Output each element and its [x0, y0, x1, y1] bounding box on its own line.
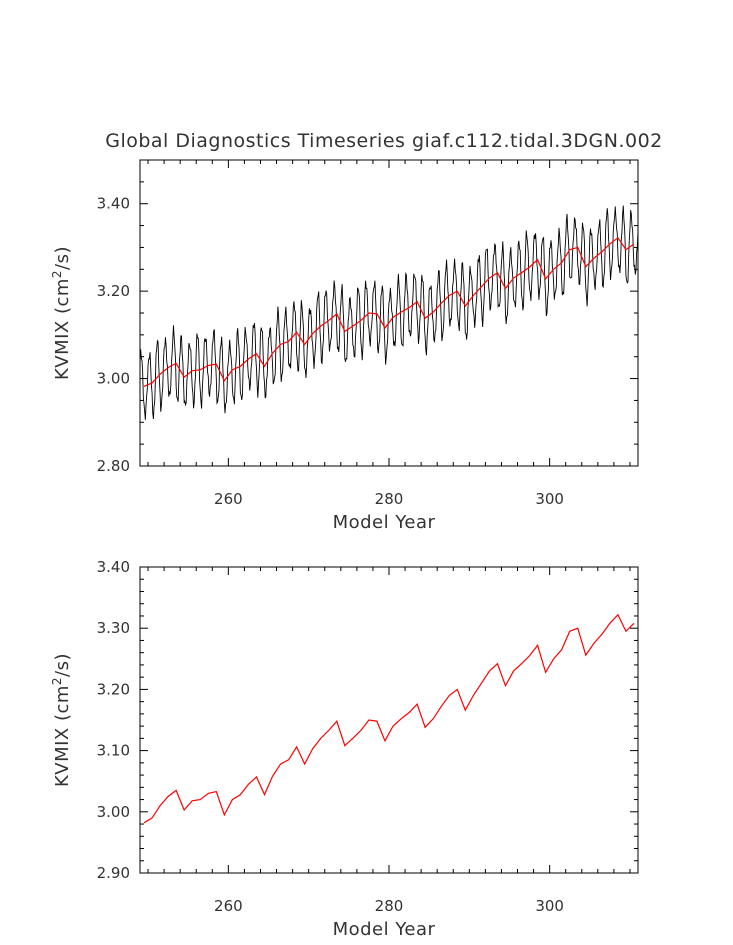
y-tick-label: 3.20 [97, 282, 130, 300]
y-tick-label: 3.20 [97, 680, 130, 698]
bottom-panel: 2.90 3.00 3.10 3.20 3.30 3.40 260 280 300 Model… [50, 558, 639, 940]
y-tick-label: 3.00 [97, 803, 130, 821]
page-title: Global Diagnostics Timeseries giaf.c112.… [105, 130, 663, 152]
top-x-axis-label: Model Year [333, 512, 436, 533]
x-tick-label: 300 [535, 490, 564, 508]
y-tick-label: 2.80 [97, 457, 130, 475]
series-annual-mean-line [143, 236, 635, 387]
x-tick-label: 300 [535, 897, 564, 915]
bottom-x-axis-label: Model Year [333, 919, 436, 940]
top-y-axis-label: KVMIX (cm2/s) [50, 246, 73, 380]
y-tick-label: 3.40 [97, 558, 130, 576]
bottom-y-axis-label: KVMIX (cm2/s) [50, 653, 73, 787]
y-tick-label: 3.40 [97, 195, 130, 213]
x-tick-label: 280 [375, 897, 404, 915]
x-tick-label: 260 [214, 490, 243, 508]
y-tick-label: 3.00 [97, 370, 130, 388]
bottom-plot-frame [139, 566, 639, 874]
x-tick-label: 280 [375, 490, 404, 508]
top-plot-frame [139, 159, 639, 467]
top-panel: 2.80 3.00 3.20 3.40 260 280 300 Model Year KV… [50, 159, 639, 533]
series-monthly-line [139, 205, 639, 420]
x-tick-label: 260 [214, 897, 243, 915]
y-tick-label: 3.10 [97, 742, 130, 760]
y-tick-label: 3.30 [97, 619, 130, 637]
y-tick-label: 2.90 [97, 864, 130, 882]
series-annual-mean-line [143, 613, 635, 824]
